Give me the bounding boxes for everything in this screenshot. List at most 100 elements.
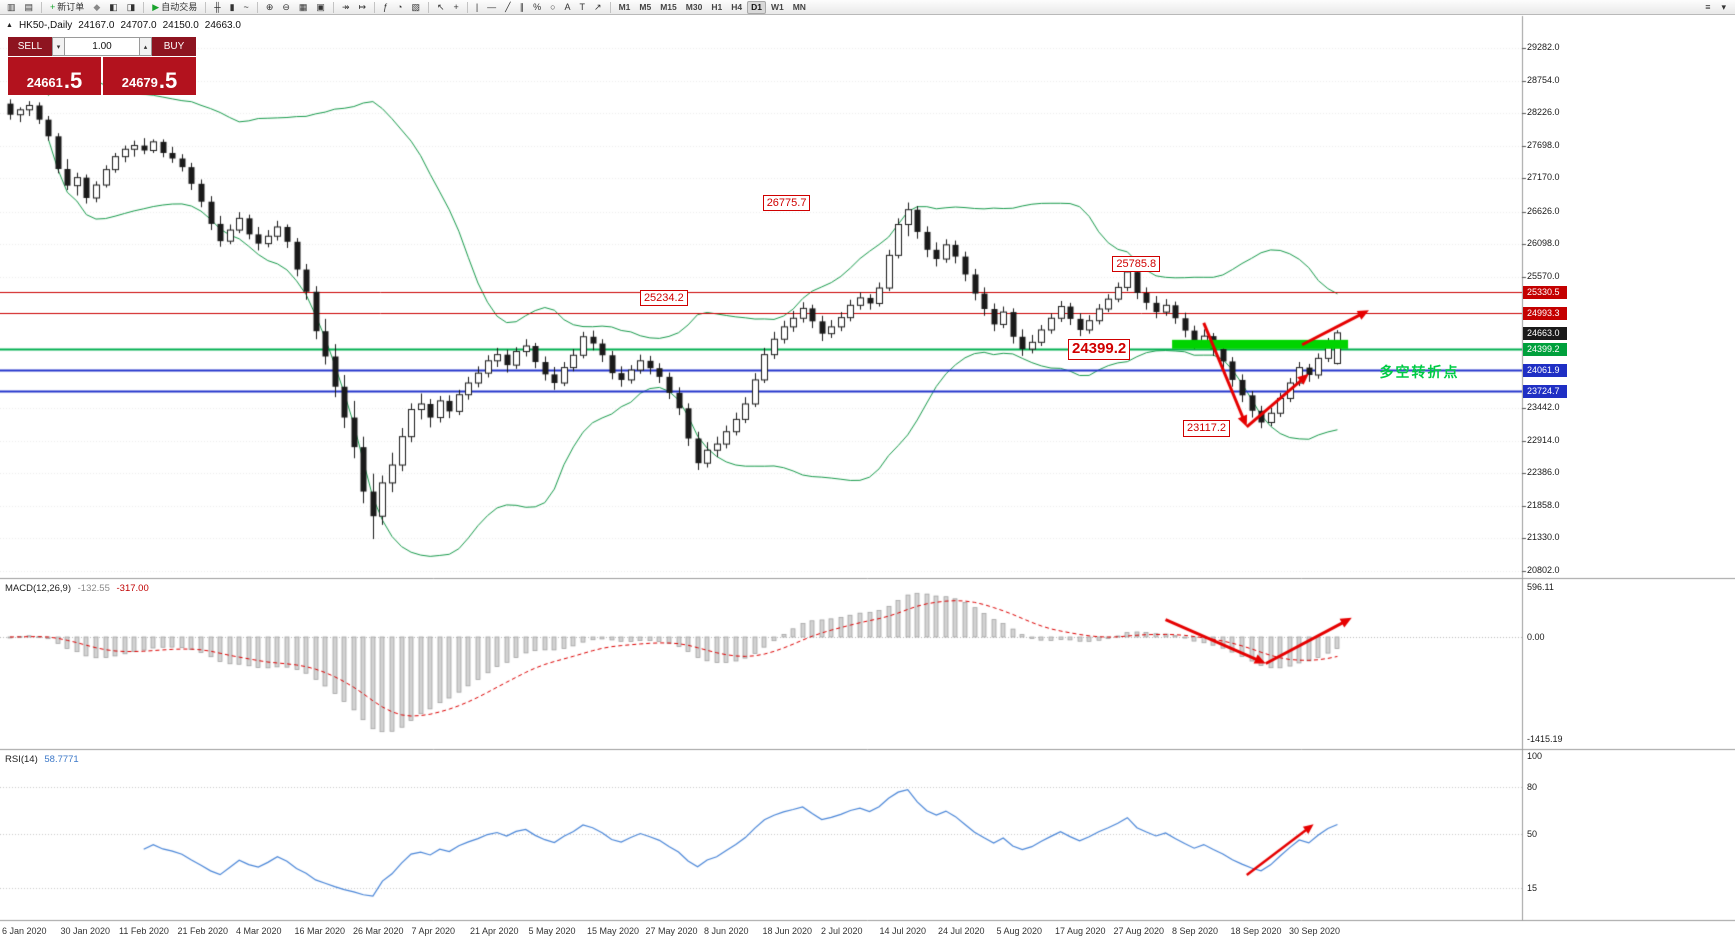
text-icon[interactable]: A <box>561 1 575 14</box>
collapse-chart-icon[interactable]: ▲ <box>6 22 13 29</box>
fibonacci-icon[interactable]: % <box>529 1 545 14</box>
crosshair-icon: + <box>453 1 459 12</box>
line-chart-type-icon[interactable]: ~ <box>240 1 253 14</box>
tick-chart-icon: ▤ <box>24 1 34 12</box>
shapes-icon[interactable]: ○ <box>546 1 559 14</box>
new-order-button[interactable]: + 新订单 <box>46 1 88 14</box>
volume-increase-button[interactable]: ▴ <box>139 37 152 56</box>
cascade-windows-icon: ▣ <box>316 1 325 12</box>
templates-icon[interactable]: ▧ <box>407 1 424 14</box>
candlestick-type-icon: ▮ <box>229 1 235 12</box>
expert-advisors-icon: ◆ <box>93 1 101 12</box>
toolbar-separator <box>332 1 334 13</box>
vertical-line-icon[interactable]: | <box>472 1 482 14</box>
timeframe-m5[interactable]: M5 <box>639 2 652 12</box>
expert-advisors-icon[interactable]: ◆ <box>89 1 104 14</box>
toolbar-separator <box>374 1 376 13</box>
toolbar-items: ▥ ▤ + 新订单 ◆ ◧ ◨ ▶ 自动交易 ╫ ▮ ~ ⊕ ⊖ ▦ ▣ ↠ ↦ ƒ ◔ ▧ ↖ + | — ╱ ∥% ○ A T ↗ M1 M… <box>3 0 1701 15</box>
indicators-icon: ƒ <box>383 1 389 12</box>
tile-windows-icon[interactable]: ▦ <box>295 1 312 14</box>
tile-windows-icon: ▦ <box>298 1 308 12</box>
bar-chart-type-icon[interactable]: ╫ <box>210 1 224 14</box>
toolbar-separator <box>41 1 43 13</box>
tick-chart-icon[interactable]: ▤ <box>21 1 38 14</box>
ohlc-high: 24707.0 <box>120 20 157 31</box>
toolbar-separator <box>466 1 468 13</box>
auto-scroll-icon: ↠ <box>341 1 350 12</box>
toolbar-more-icon[interactable]: ▾ <box>1721 1 1726 12</box>
arrows-icon[interactable]: ↗ <box>590 1 606 14</box>
autotrading-button-label: 自动交易 <box>161 1 198 12</box>
cursor-icon: ↖ <box>437 1 445 12</box>
timeframe-h1[interactable]: H1 <box>711 2 723 12</box>
market-watch-icon[interactable]: ◧ <box>105 1 122 14</box>
toolbar-separator <box>143 1 145 13</box>
chart-shift-icon[interactable]: ↦ <box>354 1 370 14</box>
templates-icon: ▧ <box>411 1 420 12</box>
buy-tab-button[interactable]: BUY <box>152 37 196 56</box>
toolbar-list-icon[interactable]: ≡ <box>1705 2 1711 12</box>
timeframe-w1[interactable]: W1 <box>770 2 784 12</box>
trendline-icon[interactable]: ╱ <box>501 1 514 14</box>
horizontal-line-icon: — <box>487 1 497 12</box>
rsi-name: RSI(14) <box>5 754 38 765</box>
navigator-icon[interactable]: ◨ <box>123 1 140 14</box>
arrows-icon: ↗ <box>594 1 602 12</box>
macd-indicator-label: MACD(12,26,9) -132.55 -317.00 <box>5 583 149 594</box>
autotrading-button: ▶ <box>152 1 160 12</box>
toolbar-separator <box>428 1 429 13</box>
timeframe-m1[interactable]: M1 <box>618 2 631 12</box>
buy-price-button[interactable]: 24679 .5 <box>103 57 196 95</box>
label-icon: T <box>579 1 586 12</box>
rsi-indicator-label: RSI(14) 58.7771 <box>5 754 79 765</box>
toolbar-separator <box>256 1 258 13</box>
sell-price-button[interactable]: 24661 .5 <box>8 57 101 95</box>
toolbar-right: ≡ ▾ <box>1701 1 1732 14</box>
macd-name: MACD(12,26,9) <box>5 583 71 594</box>
periods-icon: ◔ <box>397 1 403 12</box>
symbol-period-label: HK50-,Daily <box>18 20 73 31</box>
timeframe-h4[interactable]: H4 <box>731 2 743 12</box>
ohlc-close: 24663.0 <box>204 20 241 31</box>
candlestick-type-icon[interactable]: ▮ <box>226 1 239 14</box>
label-icon[interactable]: T <box>576 1 590 14</box>
chart-shift-icon: ↦ <box>358 1 367 12</box>
crosshair-icon[interactable]: + <box>450 1 463 14</box>
new-order-button-label: 新订单 <box>57 1 85 12</box>
timeframe-m15[interactable]: M15 <box>660 2 677 12</box>
timeframe-d1[interactable]: D1 <box>747 0 766 14</box>
auto-scroll-icon[interactable]: ↠ <box>338 1 354 14</box>
timeframe-mn[interactable]: MN <box>792 2 806 12</box>
cursor-icon[interactable]: ↖ <box>433 1 449 14</box>
toolbar-separator <box>205 1 207 13</box>
timeframe-m30[interactable]: M30 <box>685 2 703 12</box>
ohlc-open: 24167.0 <box>78 20 115 31</box>
chart-header: ▲ HK50-,Daily 24167.0 24707.0 24150.0 24… <box>6 20 241 31</box>
sell-tab-button[interactable]: SELL <box>8 37 52 56</box>
toolbar: ▥ ▤ + 新订单 ◆ ◧ ◨ ▶ 自动交易 ╫ ▮ ~ ⊕ ⊖ ▦ ▣ ↠ ↦ ƒ ◔ ▧ ↖ + | — ╱ ∥% ○ A T ↗ M1 M… <box>0 0 1735 15</box>
volume-input[interactable] <box>65 38 139 55</box>
zoom-in-icon: ⊕ <box>265 1 274 12</box>
zoom-out-icon[interactable]: ⊖ <box>278 1 294 14</box>
volume-decrease-button[interactable]: ▾ <box>52 37 65 56</box>
text-icon: A <box>564 1 571 12</box>
indicators-icon[interactable]: ƒ <box>379 1 392 14</box>
rsi-value: 58.7771 <box>44 754 79 765</box>
periods-icon[interactable]: ◔ <box>393 1 406 14</box>
zoom-in-icon[interactable]: ⊕ <box>262 1 278 14</box>
channel-icon[interactable]: ∥ <box>516 1 529 14</box>
sell-price-frac: .5 <box>63 68 83 94</box>
horizontal-line-icon[interactable]: — <box>483 1 500 14</box>
trendline-icon: ╱ <box>505 1 511 12</box>
zoom-out-icon: ⊖ <box>282 1 290 12</box>
autotrading-button[interactable]: ▶ 自动交易 <box>148 1 201 14</box>
buy-price-frac: .5 <box>158 68 178 94</box>
cascade-windows-icon[interactable]: ▣ <box>312 1 329 14</box>
navigator-icon: ◨ <box>126 1 136 12</box>
bar-chart-type-icon: ╫ <box>214 1 221 12</box>
buy-price-int: 24679 <box>121 74 158 90</box>
charts-icon[interactable]: ▥ <box>3 1 20 14</box>
new-order-button: + <box>50 1 56 12</box>
sell-price-int: 24661 <box>26 74 63 90</box>
